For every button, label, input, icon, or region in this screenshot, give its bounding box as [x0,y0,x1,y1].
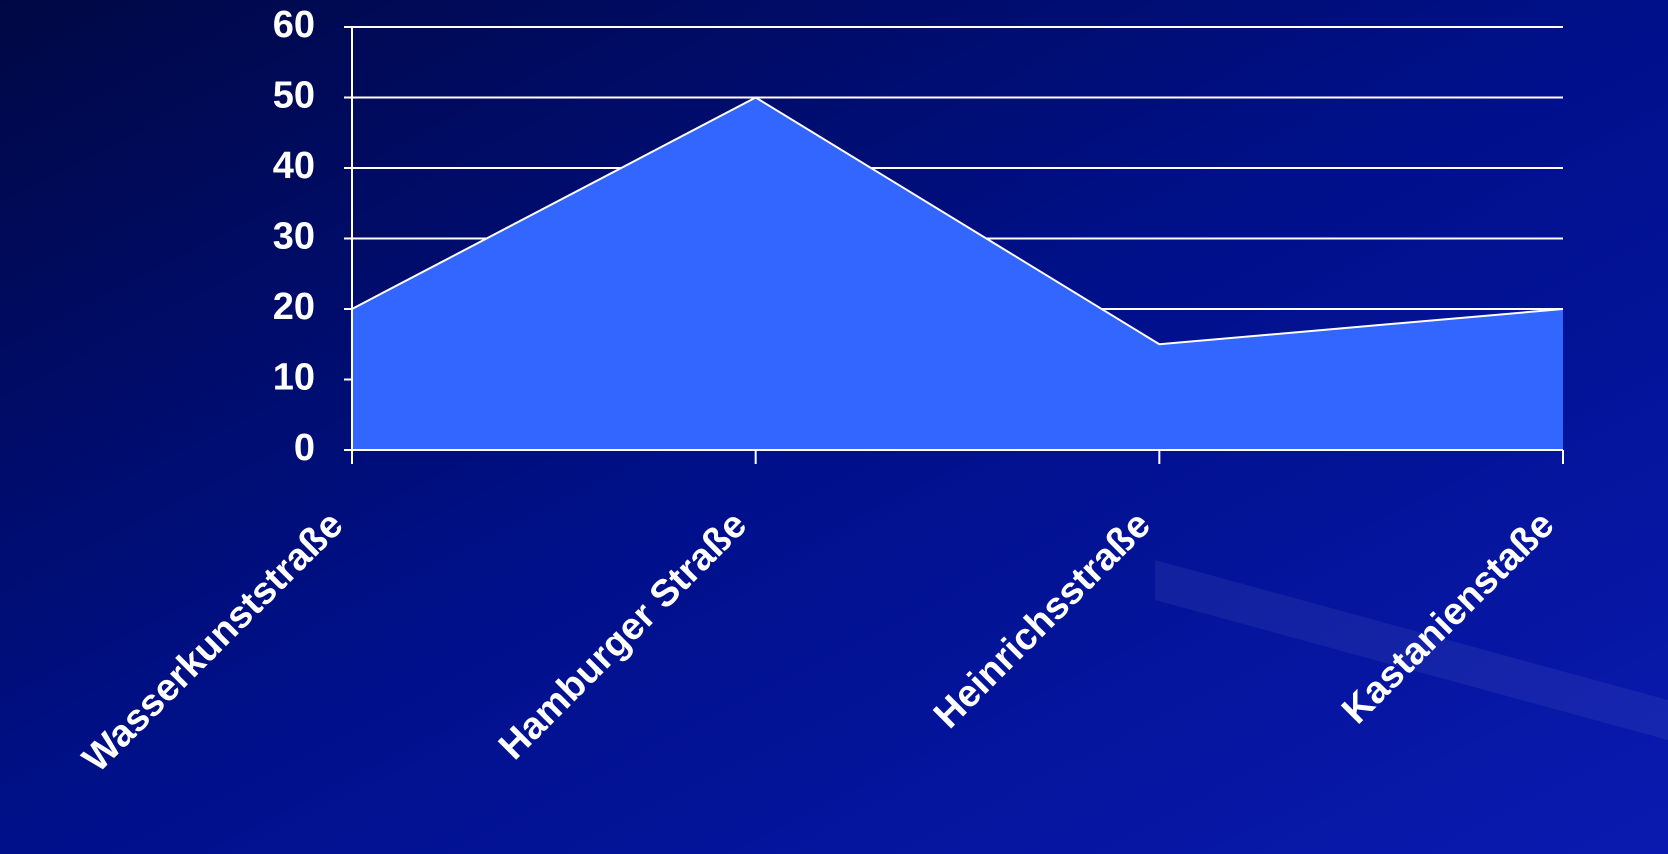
y-tick-label: 10 [273,357,315,399]
y-tick-label: 20 [273,286,315,328]
area-outline [351,96,1564,346]
y-tick-label: 40 [273,145,315,187]
area [352,97,1563,450]
y-tick-label: 60 [273,4,315,46]
y-tick-label: 50 [273,75,315,117]
y-tick-label: 30 [273,216,315,258]
y-tick-label: 0 [294,427,315,469]
background-streak [1155,560,1668,740]
